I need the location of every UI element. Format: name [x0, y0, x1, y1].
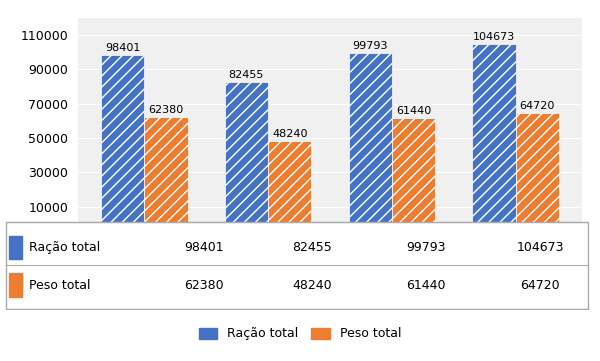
- Text: 82455: 82455: [229, 70, 264, 81]
- Bar: [101, 55, 144, 224]
- Text: 104673: 104673: [516, 241, 564, 254]
- Bar: [516, 113, 559, 224]
- Text: 99793: 99793: [406, 241, 446, 254]
- Legend: Ração total, Peso total: Ração total, Peso total: [194, 322, 406, 345]
- Text: Ração total: Ração total: [29, 241, 100, 254]
- Text: 61440: 61440: [396, 106, 431, 116]
- Text: 48240: 48240: [292, 279, 332, 292]
- Text: Peso total: Peso total: [29, 279, 90, 292]
- Text: 62380: 62380: [148, 105, 184, 115]
- Bar: [349, 53, 392, 224]
- Bar: [9, 236, 22, 259]
- Bar: [9, 274, 22, 297]
- Bar: [225, 82, 268, 224]
- Bar: [392, 118, 435, 224]
- Text: 62380: 62380: [184, 279, 224, 292]
- Text: 104673: 104673: [473, 32, 515, 42]
- Text: 48240: 48240: [272, 129, 308, 139]
- Text: 64720: 64720: [520, 279, 560, 292]
- Text: 64720: 64720: [520, 101, 555, 111]
- Text: 61440: 61440: [406, 279, 446, 292]
- Text: 98401: 98401: [184, 241, 224, 254]
- Text: 99793: 99793: [352, 41, 388, 51]
- Bar: [268, 141, 311, 224]
- Text: 98401: 98401: [105, 43, 140, 53]
- Text: 82455: 82455: [292, 241, 332, 254]
- Bar: [144, 117, 188, 224]
- Bar: [472, 44, 516, 224]
